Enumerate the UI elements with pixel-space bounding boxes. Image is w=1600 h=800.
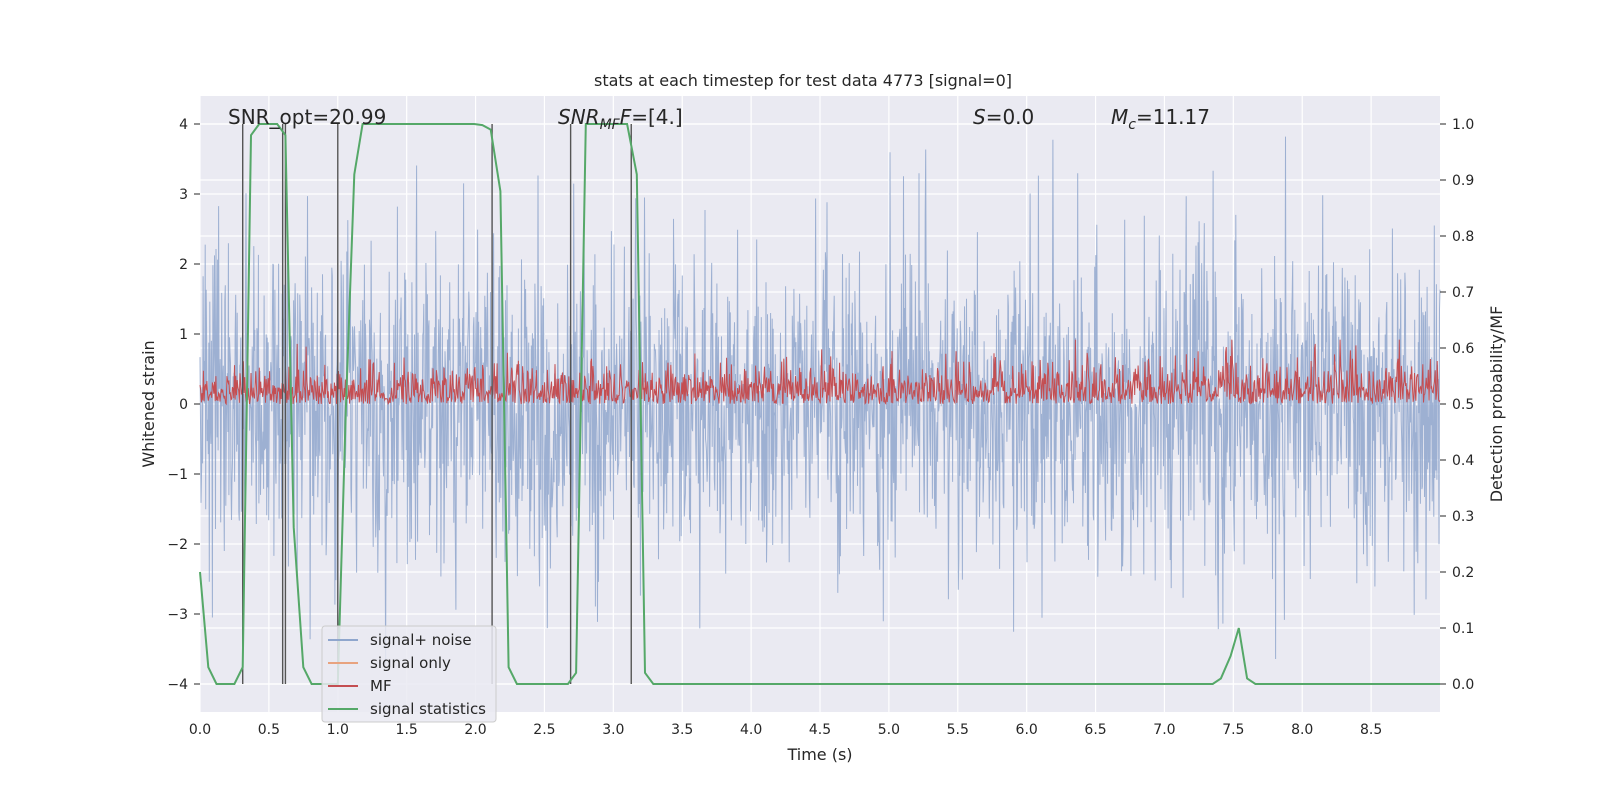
y2-tick-label: 0.2: [1452, 565, 1474, 581]
legend-box: [321, 625, 497, 723]
x-tick-label: 6.0: [1016, 722, 1038, 738]
y-tick-label: −3: [167, 607, 188, 623]
y-tick-label: −4: [167, 677, 188, 693]
y2-tick-label: 0.6: [1452, 341, 1474, 357]
x-tick-label: 2.0: [464, 722, 486, 738]
x-tick-label: 7.0: [1153, 722, 1175, 738]
y-tick-label: 0: [179, 397, 188, 413]
x-tick-label: 1.0: [327, 722, 349, 738]
x-tick-label: 4.5: [809, 722, 831, 738]
x-axis: 0.0 0.5 1.0 1.5 2.0 2.5 3.0 3.5 4.0 4.5 5.0 5.5 6.0 6…: [189, 722, 1382, 738]
legend-label-signal-statistics: signal statistics: [370, 700, 486, 718]
x-tick-label: 3.0: [602, 722, 624, 738]
y-axis-right: 0.0 0.1 0.2 0.3 0.4 0.5 0.6 0.7 0.8 0.9 1.0: [1440, 117, 1474, 693]
legend-label-signal-only: signal only: [370, 654, 451, 672]
y2-tick-label: 0.3: [1452, 509, 1474, 525]
y-tick-label: 1: [179, 327, 188, 343]
y-tick-label: 2: [179, 257, 188, 273]
x-tick-label: 0.5: [258, 722, 280, 738]
annotation-snr-opt: SNR_opt=20.99: [228, 105, 386, 129]
legend-label-signal-noise: signal+ noise: [370, 631, 472, 649]
y2-tick-label: 1.0: [1452, 117, 1474, 133]
series-signal-statistics: [199, 123, 1440, 685]
y2-tick-label: 0.0: [1452, 677, 1474, 693]
y2-tick-label: 0.9: [1452, 173, 1474, 189]
y-tick-label: 3: [179, 187, 188, 203]
x-axis-label: Time (s): [786, 745, 852, 764]
annotation-s: S=0.0: [973, 105, 1034, 129]
x-tick-label: 6.5: [1084, 722, 1106, 738]
y-tick-label: −2: [167, 537, 188, 553]
y2-tick-label: 0.5: [1452, 397, 1474, 413]
y-tick-label: 4: [179, 117, 188, 133]
annotation-mc: Mc=11.17: [1111, 105, 1210, 133]
x-tick-label: 7.5: [1222, 722, 1244, 738]
annotation-snr-mf: SNRMFF=[4.]: [558, 105, 683, 133]
y-axis-label: Whitened strain: [139, 340, 158, 467]
chart-title: stats at each timestep for test data 477…: [594, 71, 1012, 90]
plot-area: [199, 123, 1441, 685]
y2-tick-label: 0.7: [1452, 285, 1474, 301]
legend-label-mf: MF: [370, 677, 392, 695]
y2-axis-label: Detection probability/MF: [1487, 306, 1506, 503]
y2-tick-label: 0.8: [1452, 229, 1474, 245]
x-tick-label: 5.5: [947, 722, 969, 738]
annotations: SNR_opt=20.99 SNRMFF=[4.] S=0.0 Mc=11.17: [228, 105, 1210, 133]
y-axis-left: −4 −3 −2 −1 0 1 2 3 4: [167, 117, 200, 693]
y2-tick-label: 0.1: [1452, 621, 1474, 637]
x-tick-label: 3.5: [671, 722, 693, 738]
y2-tick-label: 0.4: [1452, 453, 1474, 469]
series-signal-noise: [199, 136, 1441, 666]
x-tick-label: 5.0: [878, 722, 900, 738]
x-tick-label: 2.5: [533, 722, 555, 738]
x-tick-label: 8.0: [1291, 722, 1313, 738]
x-tick-label: 0.0: [189, 722, 211, 738]
legend: signal+ noise signal only MF signal stat…: [321, 625, 497, 723]
y-tick-label: −1: [167, 467, 188, 483]
series-mf: [199, 339, 1441, 406]
x-tick-label: 1.5: [396, 722, 418, 738]
x-tick-label: 4.0: [740, 722, 762, 738]
x-tick-label: 8.5: [1360, 722, 1382, 738]
